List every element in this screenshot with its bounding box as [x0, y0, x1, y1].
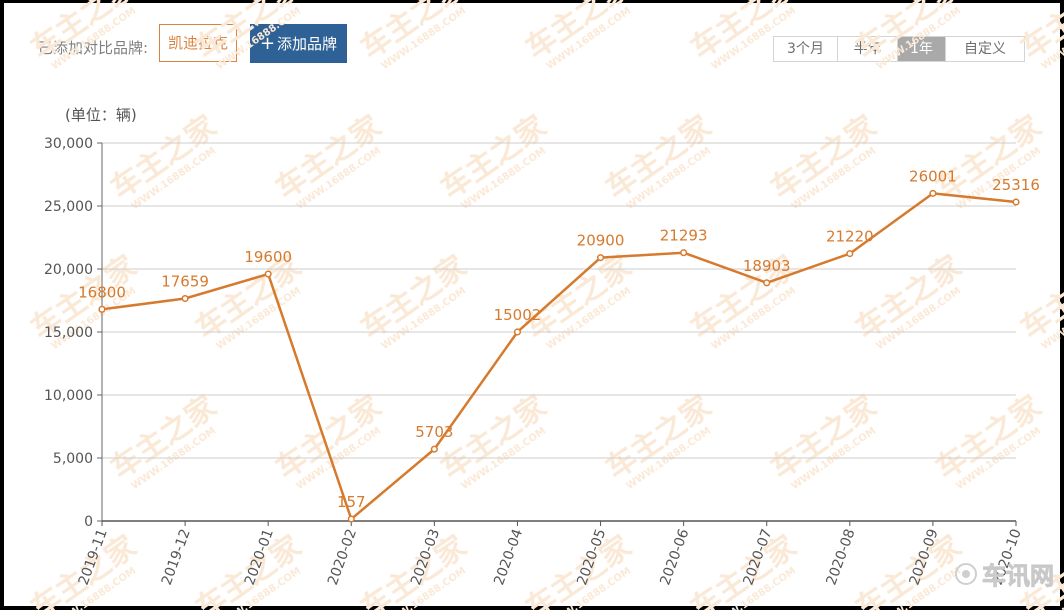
time-range-tabs: 3个月 半年 1年 自定义 — [773, 36, 1025, 62]
data-label: 21220 — [826, 228, 874, 246]
data-point[interactable] — [98, 305, 106, 313]
data-label: 26001 — [909, 167, 957, 185]
data-point[interactable] — [181, 294, 189, 303]
data-point[interactable] — [430, 445, 438, 453]
y-tick-label: 20,000 — [44, 262, 93, 278]
y-tick-label: 10,000 — [44, 388, 93, 404]
y-tick-label: 5,000 — [53, 451, 93, 467]
y-tick-label: 15,000 — [44, 325, 93, 341]
x-tick-label: 2019-12 — [159, 527, 194, 587]
data-label: 19600 — [244, 248, 292, 266]
series-line — [101, 192, 1017, 521]
data-label: 15002 — [494, 306, 542, 324]
data-label: 5703 — [415, 423, 453, 441]
data-point[interactable] — [264, 270, 272, 278]
data-label: 157 — [337, 493, 366, 511]
y-tick-label: 0 — [84, 514, 93, 530]
x-tick-label: 2020-06 — [657, 527, 692, 588]
corner-logo: 车讯网 — [955, 562, 1054, 590]
corner-logo-text: 车讯网 — [982, 562, 1054, 590]
add-brand-label: 添加品牌 — [277, 35, 338, 53]
tab-half-year[interactable]: 半年 — [838, 37, 898, 61]
data-point[interactable] — [1012, 198, 1020, 206]
data-label: 16800 — [78, 283, 126, 301]
add-brand-button[interactable]: + 添加品牌 — [250, 24, 347, 63]
tab-custom[interactable]: 自定义 — [946, 37, 1024, 61]
data-point[interactable] — [846, 250, 854, 258]
tab-3-months[interactable]: 3个月 — [774, 37, 838, 61]
compare-brands-label: 已添加对比品牌: — [38, 39, 149, 57]
data-label: 20900 — [577, 232, 625, 250]
data-label: 17659 — [161, 272, 209, 290]
data-point[interactable] — [763, 279, 771, 287]
y-tick-label: 25,000 — [44, 199, 93, 215]
data-point[interactable] — [929, 189, 937, 197]
x-tick-label: 2020-08 — [824, 527, 859, 587]
y-tick-label: 30,000 — [44, 136, 93, 152]
chart-panel: 已添加对比品牌: 凯迪拉克 + 添加品牌 3个月 半年 1年 自定义 — [4, 3, 1060, 606]
data-point[interactable] — [347, 515, 355, 523]
plus-icon: + — [259, 33, 276, 54]
brand-tag-cadillac[interactable]: 凯迪拉克 — [159, 24, 237, 62]
data-label: 18903 — [743, 257, 791, 275]
data-point[interactable] — [680, 249, 688, 257]
y-axis-unit-label: (单位：辆) — [65, 106, 137, 124]
tab-1-year[interactable]: 1年 — [898, 37, 946, 61]
data-point[interactable] — [596, 254, 605, 262]
x-tick-label: 2020-02 — [325, 527, 360, 587]
data-label: 21293 — [660, 227, 708, 245]
x-tick-label: 2020-04 — [491, 527, 526, 588]
data-label: 25316 — [992, 176, 1040, 194]
data-point[interactable] — [513, 328, 522, 336]
